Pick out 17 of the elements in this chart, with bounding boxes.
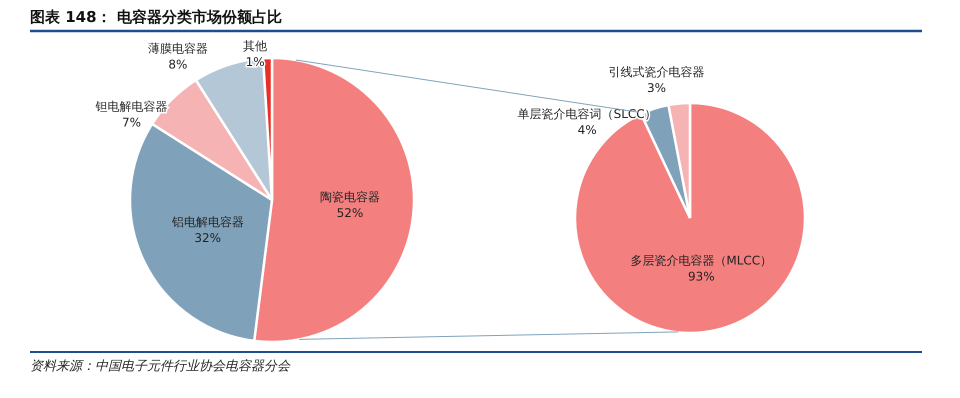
data-label: 4% [578,123,597,138]
text: 资料来源：中国电子元件行业协会电容器分会 [30,358,291,374]
data-label: 1% [246,54,265,69]
slice-label: 其他 [243,38,268,53]
data-label: 32% [194,231,222,246]
slice-label: 多层瓷介电容器（MLCC） [630,254,772,268]
slice-label: 陶瓷电容器 [320,190,380,204]
data-label: 3% [646,80,666,95]
slice-label: 铝电解电容器 [170,215,244,230]
data-label: 93% [688,270,715,284]
slice-label: 钽电解电容器 [94,100,168,114]
data-label: 52% [336,206,364,220]
data-label: 7% [122,116,142,130]
slice-label: 薄膜电容器 [148,42,208,56]
slice-label: 引线式瓷介电容器 [608,64,704,79]
data-label: 8% [168,58,188,72]
chart-title: 图表 148： 电容器分类市场份额占比 [30,8,282,26]
